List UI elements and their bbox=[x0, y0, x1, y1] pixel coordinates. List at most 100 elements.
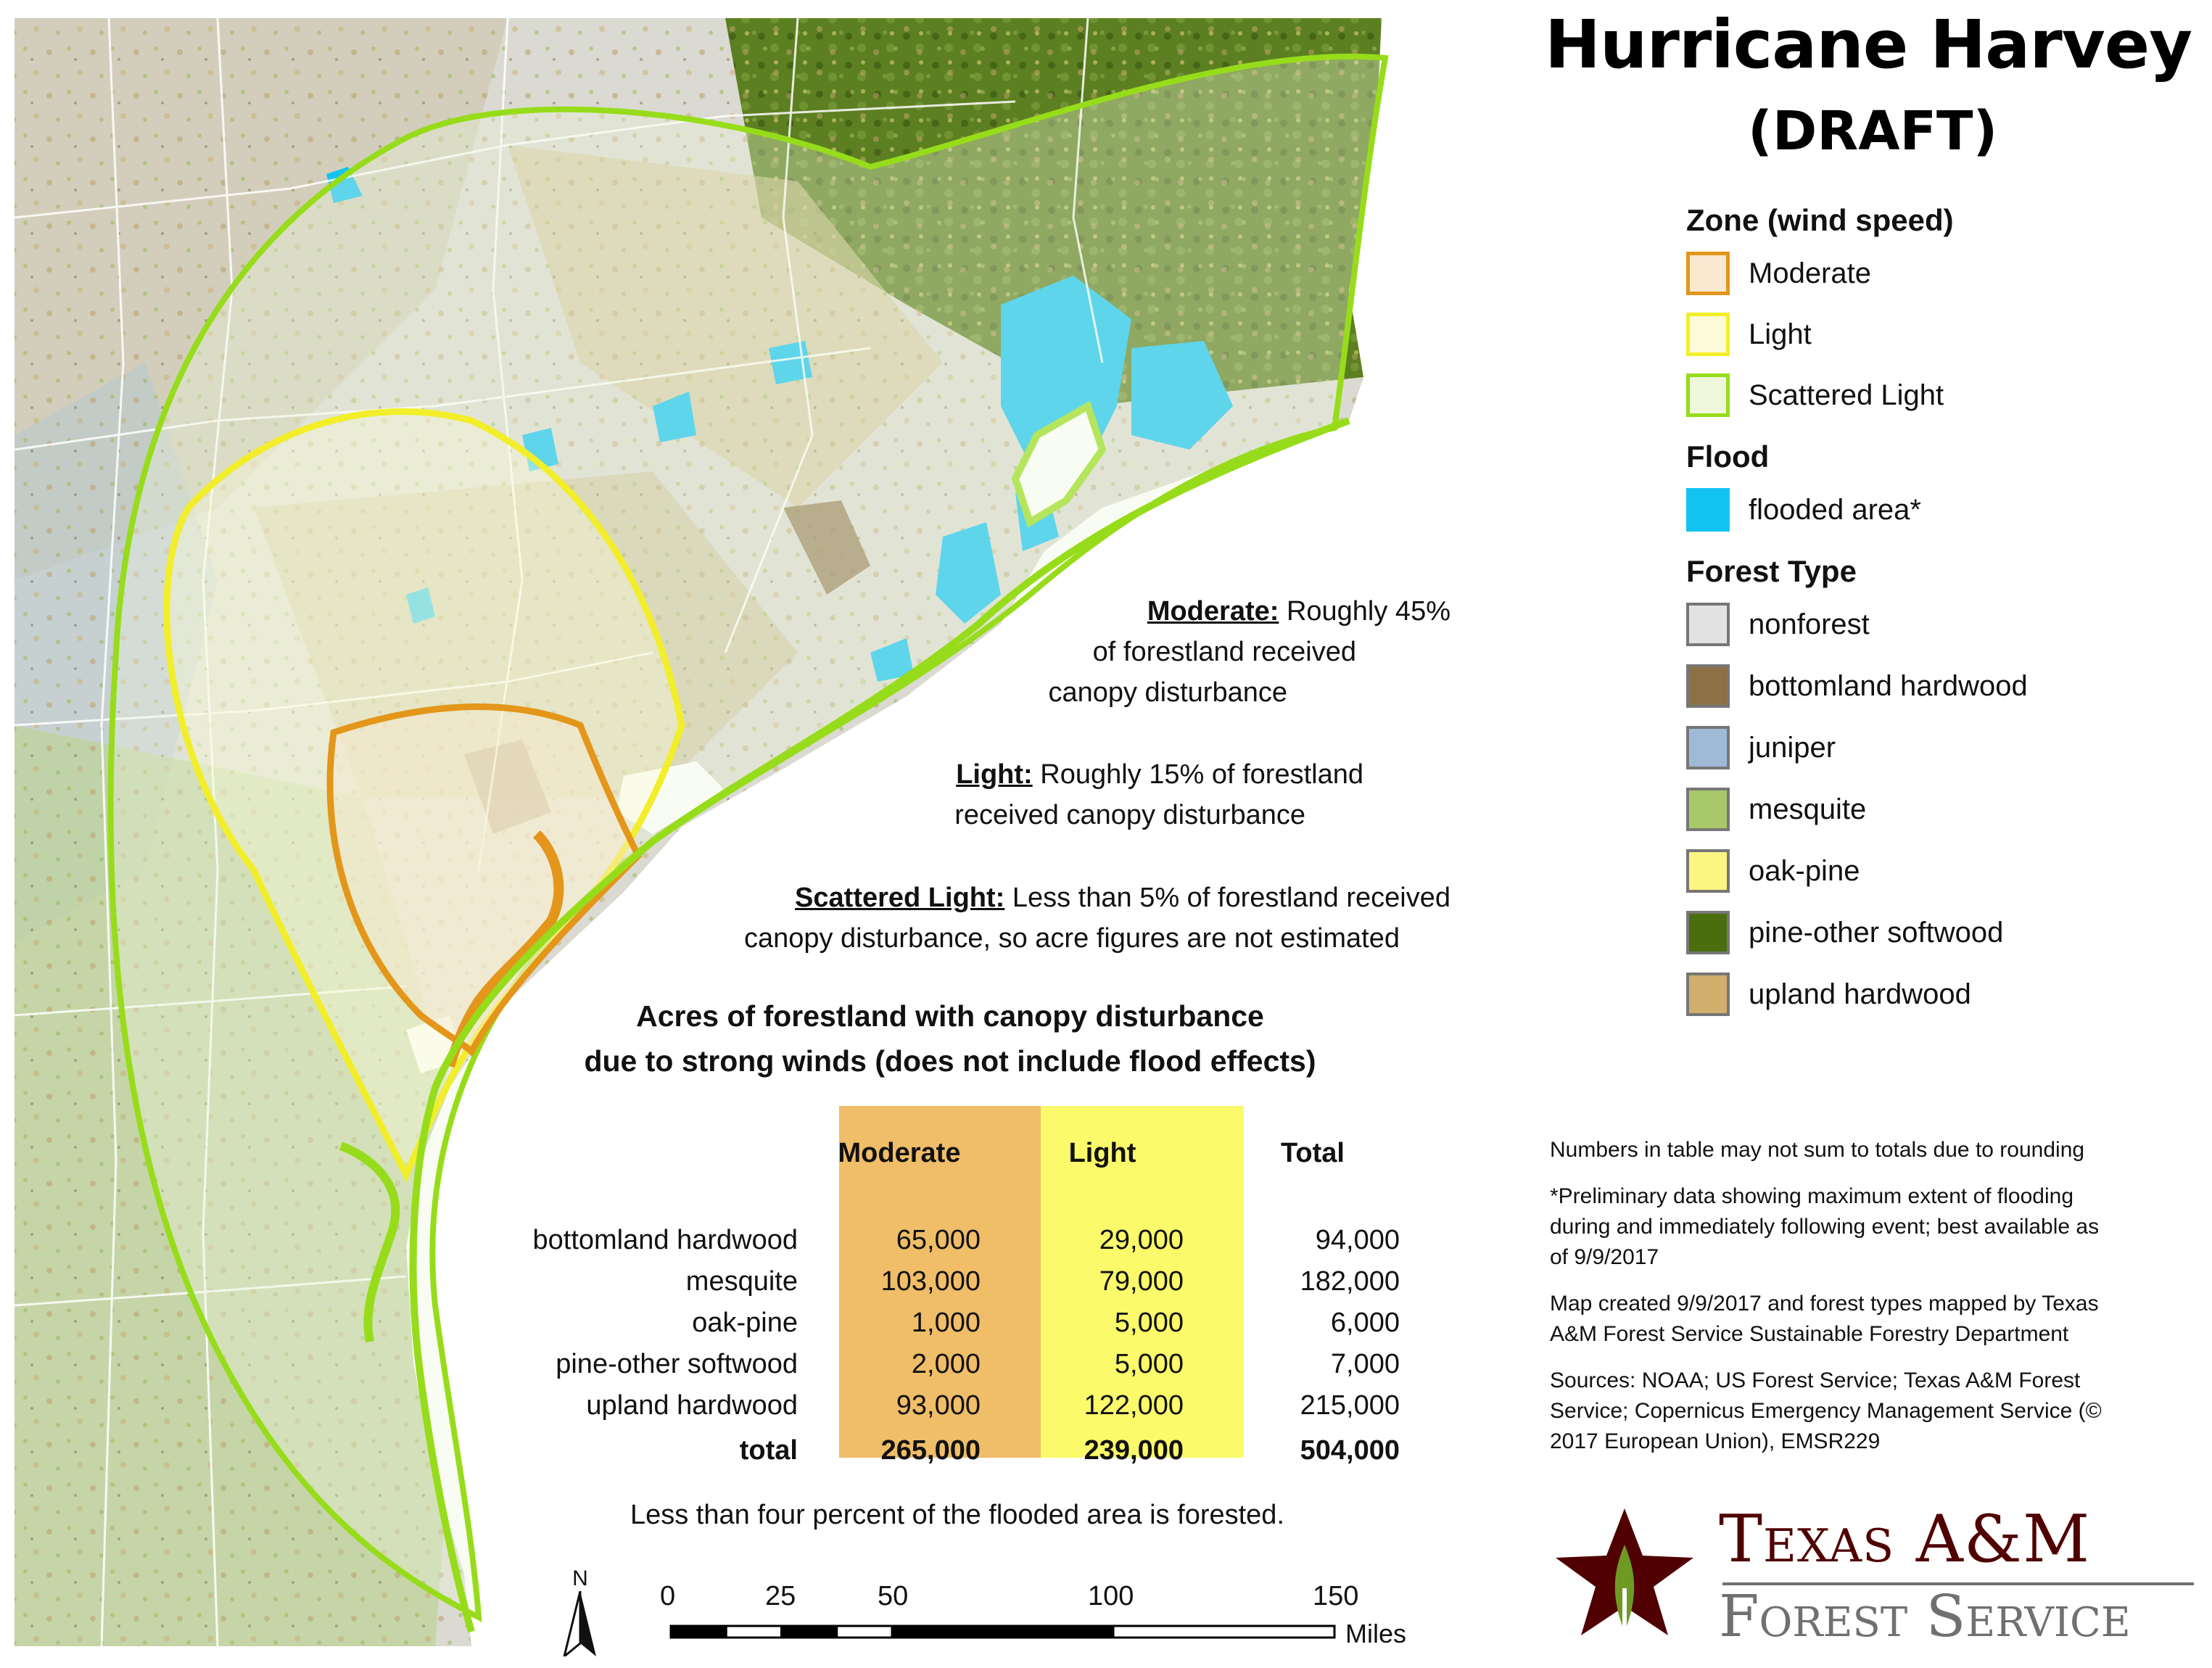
legend-item-light: Light bbox=[1686, 309, 2194, 360]
legend-item-nonforest: nonforest bbox=[1686, 599, 2194, 650]
legend-label: Light bbox=[1749, 318, 1812, 350]
scattered-light-zone bbox=[107, 53, 1389, 1622]
north-arrow: N bbox=[558, 1566, 602, 1661]
map-subtitle: (DRAFT) bbox=[1748, 100, 1998, 162]
sources-note-line: Sources: NOAA; US Forest Service; Texas … bbox=[1550, 1368, 2081, 1392]
light-column-bg bbox=[1041, 1106, 1244, 1458]
row-type: mesquite bbox=[685, 1266, 798, 1297]
row-moderate: 103,000 bbox=[880, 1266, 981, 1297]
scale-tick-label: 50 bbox=[878, 1581, 909, 1611]
sources-note-line: Service; Copernicus Emergency Management… bbox=[1550, 1399, 2102, 1423]
legend-label: Moderate bbox=[1749, 257, 1871, 289]
sources-note-line: 2017 European Union), EMSR229 bbox=[1550, 1429, 1881, 1453]
acres-table: Moderate Light Total bottomland hardwood… bbox=[479, 1128, 1421, 1474]
moderate-annotation: Moderate: Roughly 45% of forestland rece… bbox=[870, 591, 1450, 713]
table-heading: Acres of forestland with canopy disturba… bbox=[500, 994, 1400, 1083]
legend-label: nonforest bbox=[1749, 608, 1870, 640]
row-total: 7,000 bbox=[1330, 1349, 1400, 1379]
scale-tick-label: 100 bbox=[1088, 1581, 1134, 1611]
col-header-total: Total bbox=[1281, 1137, 1345, 1168]
flood-note-line: during and immediately following event; … bbox=[1550, 1215, 2100, 1239]
flood-note-line: *Preliminary data showing maximum extent… bbox=[1550, 1184, 2074, 1208]
north-arrow-icon bbox=[562, 1590, 596, 1660]
moderate-column-bg bbox=[839, 1106, 1041, 1458]
legend-label: oak-pine bbox=[1749, 854, 1860, 887]
row-total: 6,000 bbox=[1330, 1308, 1400, 1338]
scale-segment bbox=[891, 1624, 1115, 1639]
table-row: mesquite 103,000 79,000 182,000 bbox=[479, 1261, 1421, 1302]
light-annotation-text: Roughly 15% of forestland bbox=[1040, 759, 1363, 790]
mesquite-swatch bbox=[1686, 788, 1730, 831]
row-light: 239,000 bbox=[1084, 1434, 1184, 1466]
legend-item-bottomland-hardwood: bottomland hardwood bbox=[1686, 661, 2194, 711]
table-row: bottomland hardwood 65,000 29,000 94,000 bbox=[479, 1220, 1421, 1261]
row-total: 94,000 bbox=[1315, 1225, 1400, 1255]
legend-item-moderate: Moderate bbox=[1686, 248, 2194, 299]
logo-line-2: Forest Service bbox=[1719, 1582, 2131, 1650]
legend-label: Scattered Light bbox=[1749, 379, 1944, 411]
scattered-light-swatch bbox=[1686, 373, 1730, 417]
light-annotation-label: Light: bbox=[956, 759, 1033, 790]
scale-unit: Miles bbox=[1345, 1619, 1407, 1648]
created-note-line: Map created 9/9/2017 and forest types ma… bbox=[1550, 1292, 2099, 1316]
scale-segment bbox=[1112, 1624, 1336, 1639]
row-type: oak-pine bbox=[692, 1308, 798, 1338]
row-light: 5,000 bbox=[1114, 1349, 1184, 1379]
legend-forest-heading: Forest Type bbox=[1686, 554, 1857, 588]
row-type: bottomland hardwood bbox=[532, 1225, 798, 1255]
col-header-moderate: Moderate bbox=[838, 1137, 961, 1168]
row-moderate: 1,000 bbox=[911, 1308, 981, 1338]
row-light: 122,000 bbox=[1084, 1390, 1184, 1421]
scale-tick-label: 0 bbox=[660, 1581, 676, 1611]
moderate-annotation-text: Roughly 45% bbox=[1286, 596, 1450, 627]
upland-hardwood-swatch bbox=[1686, 973, 1730, 1016]
legend-zone-heading: Zone (wind speed) bbox=[1686, 203, 1954, 237]
moderate-annotation-text: of forestland received bbox=[1092, 637, 1356, 667]
scattered-light-annotation: Scattered Light: Less than 5% of forestl… bbox=[653, 878, 1450, 959]
scale-tick-label: 25 bbox=[765, 1581, 796, 1611]
texas-am-forest-service-logo: Texas A&M Forest Service bbox=[1545, 1501, 2197, 1650]
juniper-swatch bbox=[1686, 726, 1730, 769]
table-row: oak-pine 1,000 5,000 6,000 bbox=[479, 1302, 1421, 1344]
table-row: pine-other softwood 2,000 5,000 7,000 bbox=[479, 1344, 1421, 1385]
table-row: upland hardwood 93,000 122,000 215,000 bbox=[479, 1385, 1421, 1427]
created-note-line: A&M Forest Service Sustainable Forestry … bbox=[1550, 1322, 2069, 1346]
row-light: 29,000 bbox=[1099, 1225, 1184, 1255]
scale-segment bbox=[835, 1624, 894, 1639]
legend-item-pine-other-softwood: pine-other softwood bbox=[1686, 907, 2194, 958]
bottomland-hardwood-swatch bbox=[1686, 664, 1730, 708]
light-annotation: Light: Roughly 15% of forestland receive… bbox=[798, 754, 1363, 835]
scale-segment bbox=[725, 1624, 783, 1639]
scale-segment bbox=[669, 1624, 727, 1639]
moderate-annotation-text: canopy disturbance bbox=[1048, 677, 1287, 708]
legend-item-upland-hardwood: upland hardwood bbox=[1686, 969, 2194, 1020]
flood-footnote: Less than four percent of the flooded ar… bbox=[630, 1500, 1285, 1530]
table-header-row: Moderate Light Total bbox=[479, 1128, 1421, 1178]
legend-label: flooded area* bbox=[1749, 493, 1921, 526]
row-total: 504,000 bbox=[1300, 1434, 1400, 1466]
notes: Numbers in table may not sum to totals d… bbox=[1550, 1135, 2203, 1457]
moderate-swatch bbox=[1686, 252, 1730, 295]
logo-line-1: Texas A&M bbox=[1719, 1501, 2091, 1577]
light-swatch bbox=[1686, 313, 1730, 356]
scattered-light-annotation-text: canopy disturbance, so acre figures are … bbox=[743, 923, 1400, 954]
row-moderate: 93,000 bbox=[896, 1390, 981, 1421]
north-label: N bbox=[572, 1566, 588, 1590]
legend-label: juniper bbox=[1749, 731, 1836, 764]
legend-label: bottomland hardwood bbox=[1749, 669, 2028, 702]
scale-tick-label: 150 bbox=[1313, 1581, 1359, 1611]
row-type: total bbox=[739, 1434, 798, 1466]
table-total-row: total 265,000 239,000 504,000 bbox=[479, 1427, 1421, 1474]
row-total: 182,000 bbox=[1300, 1266, 1400, 1297]
moderate-zone bbox=[326, 703, 643, 1057]
rounding-note: Numbers in table may not sum to totals d… bbox=[1550, 1138, 2085, 1162]
legend-label: pine-other softwood bbox=[1749, 916, 2004, 949]
legend-item-oak-pine: oak-pine bbox=[1686, 846, 2194, 896]
scale-bar-graphic bbox=[669, 1624, 1336, 1639]
nonforest-swatch bbox=[1686, 603, 1730, 646]
row-light: 5,000 bbox=[1114, 1308, 1184, 1338]
legend-item-scattered-light: Scattered Light bbox=[1686, 370, 2194, 421]
row-type: upland hardwood bbox=[586, 1390, 798, 1421]
row-moderate: 265,000 bbox=[880, 1434, 981, 1466]
